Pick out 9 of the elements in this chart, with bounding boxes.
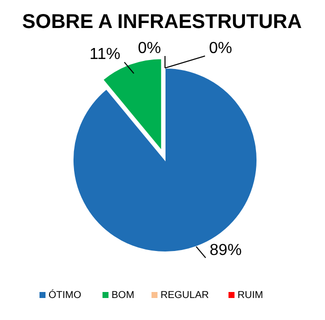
chart-title: SOBRE A INFRAESTRUTURA	[22, 11, 302, 33]
legend-label: RUIM	[238, 290, 264, 301]
legend-label: BOM	[112, 290, 134, 301]
text: 0%	[209, 40, 232, 57]
legend-label: REGULAR	[160, 290, 209, 301]
text: 0%	[138, 40, 161, 57]
legend-label: ÓTIMO	[48, 289, 82, 301]
data-label: 89%	[210, 242, 242, 259]
data-label: 11%	[90, 46, 120, 64]
